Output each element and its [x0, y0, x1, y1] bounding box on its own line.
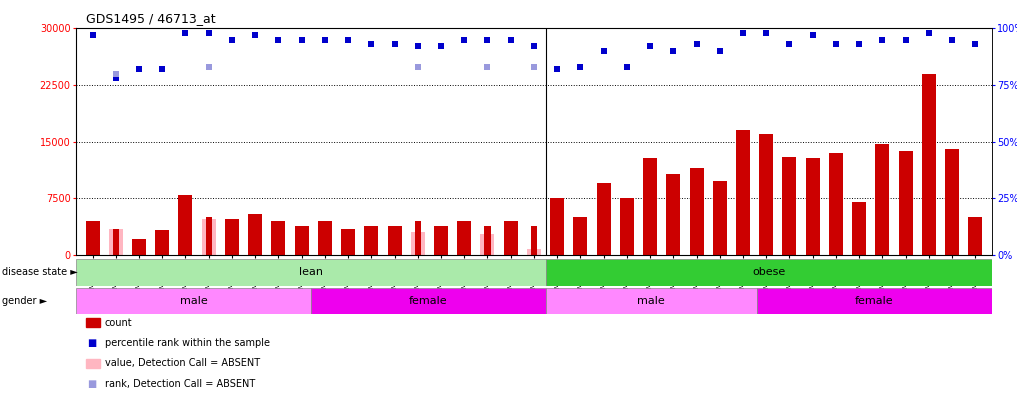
Bar — [829, 153, 843, 255]
Bar — [503, 221, 518, 255]
Bar — [527, 249, 541, 255]
Bar — [899, 151, 912, 255]
Bar — [945, 149, 959, 255]
Text: male: male — [180, 296, 207, 306]
Bar — [546, 259, 992, 286]
Text: male: male — [638, 296, 665, 306]
Bar — [248, 213, 262, 255]
Bar — [76, 288, 311, 314]
Bar — [458, 221, 471, 255]
Bar — [311, 288, 546, 314]
Bar — [736, 130, 750, 255]
Text: obese: obese — [752, 267, 785, 277]
Bar — [132, 239, 146, 255]
Bar — [550, 198, 564, 255]
Bar — [852, 202, 866, 255]
Bar — [805, 158, 820, 255]
Bar — [666, 173, 680, 255]
Bar — [205, 217, 212, 255]
Text: ■: ■ — [87, 338, 97, 348]
Bar — [295, 226, 308, 255]
Bar — [643, 158, 657, 255]
Text: GDS1495 / 46713_at: GDS1495 / 46713_at — [86, 12, 216, 25]
Bar — [179, 195, 192, 255]
Text: disease state ►: disease state ► — [2, 267, 77, 277]
Bar — [531, 226, 537, 255]
Bar — [156, 230, 169, 255]
Bar — [782, 157, 796, 255]
Bar — [109, 229, 123, 255]
Bar — [387, 226, 402, 255]
Bar — [411, 232, 425, 255]
Bar — [620, 198, 634, 255]
Bar — [597, 183, 610, 255]
Text: value, Detection Call = ABSENT: value, Detection Call = ABSENT — [105, 358, 260, 368]
Bar — [484, 226, 490, 255]
Bar — [757, 288, 992, 314]
Bar — [480, 234, 494, 255]
Bar — [690, 168, 704, 255]
Bar — [76, 259, 546, 286]
Bar — [318, 221, 332, 255]
Text: female: female — [855, 296, 894, 306]
Text: count: count — [105, 318, 132, 328]
Bar — [272, 221, 286, 255]
Text: lean: lean — [299, 267, 323, 277]
Bar — [201, 219, 216, 255]
Bar — [876, 144, 889, 255]
Bar — [85, 221, 100, 255]
Text: rank, Detection Call = ABSENT: rank, Detection Call = ABSENT — [105, 379, 255, 388]
Bar — [713, 181, 727, 255]
Bar — [968, 217, 982, 255]
Bar — [760, 134, 773, 255]
Text: gender ►: gender ► — [2, 296, 47, 306]
Bar — [921, 74, 936, 255]
Bar — [434, 226, 447, 255]
Bar — [341, 229, 355, 255]
Bar — [364, 226, 378, 255]
Bar — [225, 219, 239, 255]
Bar — [113, 229, 119, 255]
Text: percentile rank within the sample: percentile rank within the sample — [105, 338, 270, 348]
Bar — [574, 217, 588, 255]
Text: ■: ■ — [87, 379, 97, 388]
Text: female: female — [409, 296, 447, 306]
Bar — [546, 288, 757, 314]
Bar — [415, 221, 421, 255]
